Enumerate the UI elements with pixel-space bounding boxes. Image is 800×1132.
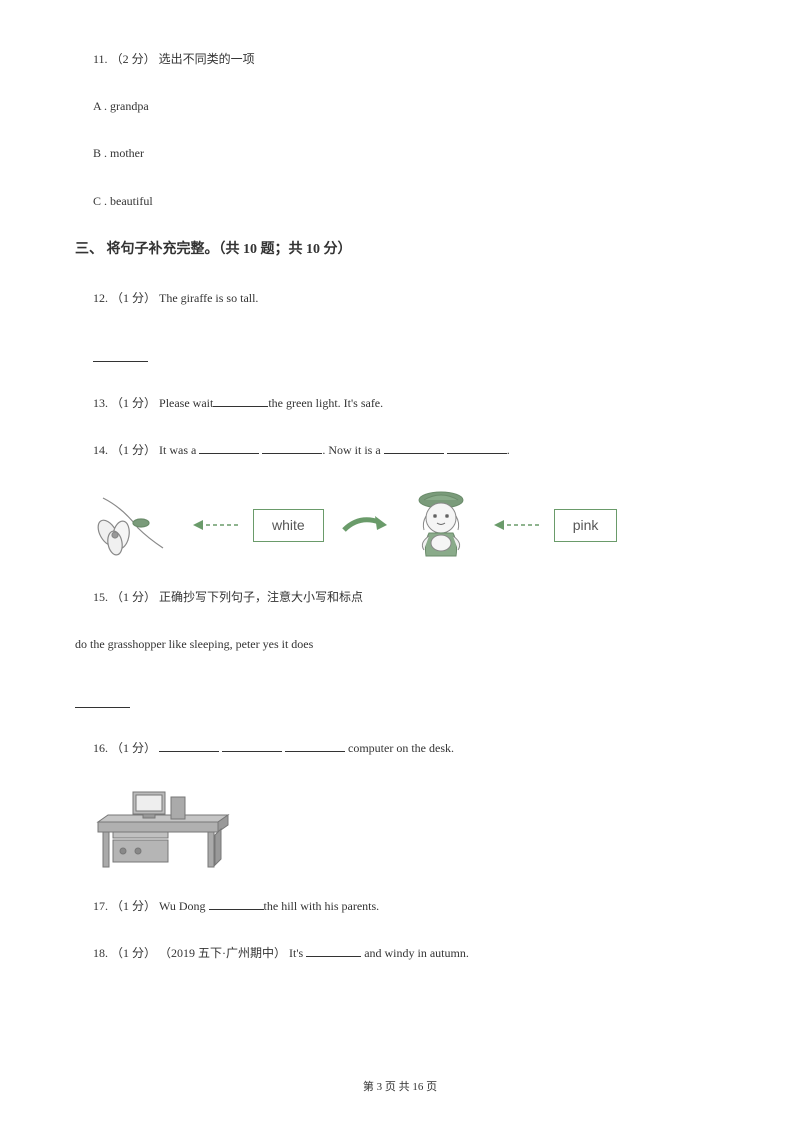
q13-after: the green light. It's safe. — [268, 396, 383, 410]
q15-sentence: do the grasshopper like sleeping, peter … — [75, 635, 725, 654]
q17-points: （1 分） — [111, 899, 156, 913]
q12-text: The giraffe is so tall. — [159, 291, 258, 305]
question-17: 17. （1 分） Wu Dong the hill with his pare… — [93, 897, 725, 916]
q14-image-row: white pink — [93, 488, 725, 563]
q11-num: 11. — [93, 52, 108, 66]
desk-computer-icon — [93, 787, 233, 872]
section-3-header: 三、 将句子补充完整。（共 10 题；共 10 分） — [75, 239, 725, 261]
arrow-left-1 — [193, 519, 238, 531]
question-18: 18. （1 分） （2019 五下·广州期中） It's and windy … — [93, 944, 725, 963]
q18-num: 18. — [93, 946, 108, 960]
flower-icon — [93, 493, 178, 558]
q14-label-pink: pink — [554, 509, 618, 541]
q11-choice-b: B . mother — [93, 144, 725, 163]
q18-blank — [306, 945, 361, 957]
question-14: 14. （1 分） It was a . Now it is a . — [93, 441, 725, 460]
page-footer: 第 3 页 共 16 页 — [0, 1079, 800, 1097]
q16-image-row — [93, 787, 725, 872]
q13-before: Please wait — [159, 396, 213, 410]
q14-a: It was a — [159, 443, 199, 457]
q18-points: （1 分） — [111, 946, 156, 960]
q14-label-white: white — [253, 509, 324, 541]
q14-blank4 — [447, 442, 507, 454]
q14-num: 14. — [93, 443, 108, 457]
q18-after: and windy in autumn. — [361, 946, 469, 960]
q18-before: It's — [289, 946, 306, 960]
q15-text: 正确抄写下列句子，注意大小写和标点 — [159, 590, 363, 604]
q14-blank3 — [384, 442, 444, 454]
q11-choice-a: A . grandpa — [93, 97, 725, 116]
q12-blank — [93, 361, 148, 362]
q16-num: 16. — [93, 741, 108, 755]
q11-text: 选出不同类的一项 — [159, 52, 255, 66]
q15-num: 15. — [93, 590, 108, 604]
q17-after: the hill with his parents. — [264, 899, 380, 913]
q13-blank — [213, 395, 268, 407]
q14-blank2 — [262, 442, 322, 454]
q16-blank1 — [159, 740, 219, 752]
q16-blank3 — [285, 740, 345, 752]
q16-after: computer on the desk. — [345, 741, 454, 755]
q18-source: （2019 五下·广州期中） — [159, 946, 286, 960]
q14-b: . Now it is a — [322, 443, 383, 457]
q13-num: 13. — [93, 396, 108, 410]
arrow-curve-icon — [339, 510, 389, 540]
q17-blank — [209, 898, 264, 910]
q14-blank1 — [199, 442, 259, 454]
q11-choice-c: C . beautiful — [93, 192, 725, 211]
q12-num: 12. — [93, 291, 108, 305]
question-12: 12. （1 分） The giraffe is so tall. — [93, 289, 725, 308]
question-11: 11. （2 分） 选出不同类的一项 — [93, 50, 725, 69]
question-16: 16. （1 分） computer on the desk. — [93, 739, 725, 758]
q17-before: Wu Dong — [159, 899, 209, 913]
q16-points: （1 分） — [111, 741, 156, 755]
q11-points: （2 分） — [111, 52, 156, 66]
q12-points: （1 分） — [111, 291, 156, 305]
q15-blank — [75, 707, 130, 708]
arrow-left-2 — [494, 519, 539, 531]
q13-points: （1 分） — [111, 396, 156, 410]
girl-icon — [404, 488, 479, 563]
q14-c: . — [507, 443, 510, 457]
q14-points: （1 分） — [111, 443, 156, 457]
q17-num: 17. — [93, 899, 108, 913]
question-15: 15. （1 分） 正确抄写下列句子，注意大小写和标点 — [93, 588, 725, 607]
q15-points: （1 分） — [111, 590, 156, 604]
question-13: 13. （1 分） Please wait the green light. It… — [93, 394, 725, 413]
q16-blank2 — [222, 740, 282, 752]
